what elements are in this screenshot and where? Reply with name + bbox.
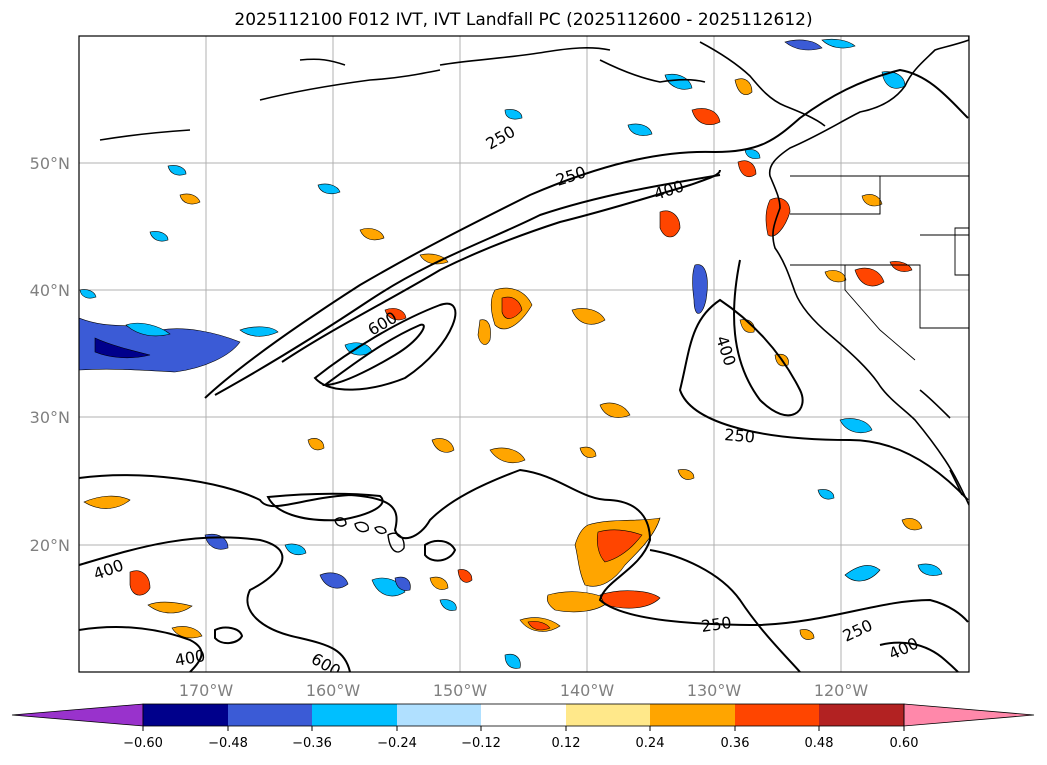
colorbar-segment <box>397 704 481 726</box>
lon-label-130w: 130°W <box>687 681 742 700</box>
colorbar-segment <box>312 704 397 726</box>
political-boundaries <box>790 175 969 361</box>
colorbar-extend-low <box>11 703 144 727</box>
lat-label-20n: 20°N <box>30 536 70 555</box>
lon-label-150w: 150°W <box>433 681 488 700</box>
colorbar-tick-label: 0.60 <box>890 736 919 751</box>
lat-label-30n: 30°N <box>30 408 70 427</box>
lon-label-170w: 170°W <box>179 681 234 700</box>
colorbar-tick-label: −0.24 <box>377 736 417 751</box>
colorbar-tick-label: −0.48 <box>208 736 248 751</box>
colorbar-tick-label: 0.36 <box>721 736 750 751</box>
colorbar-segment <box>566 704 650 726</box>
negative-ivt-shading <box>79 38 943 669</box>
colorbar-segment <box>481 704 566 726</box>
map-frame <box>78 35 970 673</box>
lat-label-40n: 40°N <box>30 281 70 300</box>
lon-label-160w: 160°W <box>306 681 361 700</box>
colorbar-tick-label: 0.12 <box>552 736 581 751</box>
ivt-contours <box>79 68 969 672</box>
colorbar-segment <box>650 704 735 726</box>
colorbar-segment <box>735 704 819 726</box>
latitude-labels: 50°N 40°N 30°N 20°N <box>30 154 70 555</box>
colorbar-tick-label: 0.48 <box>805 736 834 751</box>
lon-label-140w: 140°W <box>560 681 615 700</box>
colorbar-segment <box>819 704 904 726</box>
map-title: 2025112100 F012 IVT, IVT Landfall PC (20… <box>234 10 813 30</box>
colorbar-segment <box>228 704 312 726</box>
lat-label-50n: 50°N <box>30 154 70 173</box>
positive-ivt-shading <box>83 78 923 640</box>
colorbar-frame <box>142 703 905 727</box>
colorbar-segment <box>143 704 228 726</box>
coastlines <box>99 36 969 506</box>
lon-label-120w: 120°W <box>814 681 869 700</box>
hawaii-islands <box>334 517 405 553</box>
contour-label: 250 <box>700 613 733 636</box>
colorbar-extend-high <box>903 703 1035 727</box>
colorbar-tick-label: −0.12 <box>461 736 501 751</box>
colorbar-tick-label: 0.24 <box>636 736 665 751</box>
longitude-labels: 170°W 160°W 150°W 140°W 130°W 120°W <box>179 681 869 700</box>
colorbar: −0.60 −0.48 −0.36 −0.24 −0.12 0.12 0.24 … <box>11 703 1035 751</box>
contour-label: 250 <box>724 425 756 447</box>
colorbar-tick-label: −0.60 <box>123 736 163 751</box>
colorbar-ticks <box>142 726 905 731</box>
colorbar-tick-label: −0.36 <box>292 736 332 751</box>
